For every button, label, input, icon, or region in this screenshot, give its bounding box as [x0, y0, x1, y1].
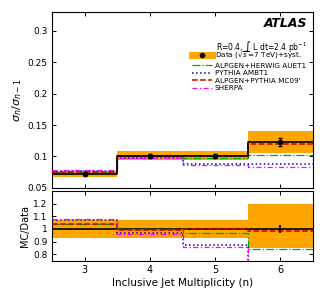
X-axis label: Inclusive Jet Multiplicity (n): Inclusive Jet Multiplicity (n)	[112, 278, 253, 288]
Text: ATLAS: ATLAS	[264, 17, 308, 30]
Legend: Data ($\sqrt{s}$=7 TeV)+syst., ALPGEN+HERWIG AUET1, PYTHIA AMBT1, ALPGEN+PYTHIA : Data ($\sqrt{s}$=7 TeV)+syst., ALPGEN+HE…	[191, 49, 307, 92]
Text: R=0.4, $\int$ L dt=2.4 pb$^{-1}$: R=0.4, $\int$ L dt=2.4 pb$^{-1}$	[216, 39, 308, 54]
Y-axis label: MC/Data: MC/Data	[20, 205, 30, 247]
Y-axis label: $\sigma_n/\sigma_{n-1}$: $\sigma_n/\sigma_{n-1}$	[11, 78, 24, 122]
